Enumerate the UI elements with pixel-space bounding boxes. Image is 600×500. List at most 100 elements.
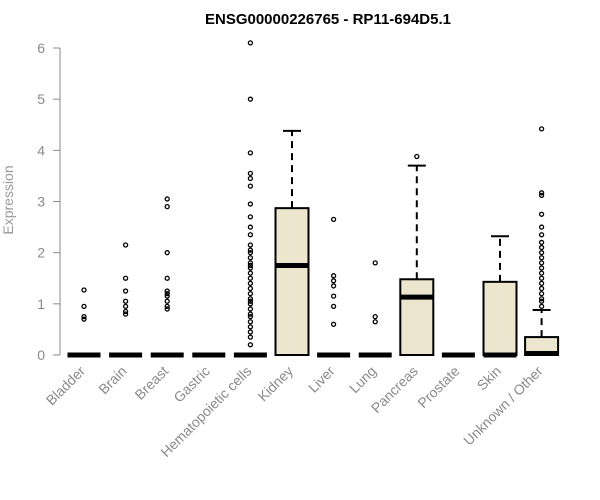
box-group (150, 196, 184, 358)
x-tick-label: Prostate (414, 363, 462, 411)
outlier-point (247, 96, 254, 102)
outlier-point (247, 280, 254, 287)
outlier-point (538, 303, 545, 310)
outlier-point (164, 275, 170, 281)
x-tick-label: Kidney (255, 363, 297, 405)
outlier-point (247, 247, 254, 253)
outlier-point (164, 250, 170, 256)
outlier-point (538, 270, 545, 276)
box (274, 207, 310, 356)
outlier-point (247, 232, 254, 238)
box-group (358, 260, 392, 358)
outlier-point (330, 278, 337, 284)
chart-title: ENSG00000226765 - RP11-694D5.1 (205, 11, 451, 28)
outlier-point (538, 260, 545, 266)
box-group (524, 126, 560, 357)
outlier-point (247, 329, 254, 335)
outlier-point (538, 280, 545, 287)
outlier-point (538, 192, 545, 199)
outlier-point (247, 285, 254, 292)
outlier-point (372, 319, 378, 325)
outlier-point (247, 311, 254, 317)
y-axis-label: Expression (0, 165, 16, 234)
outlier-point (164, 288, 170, 294)
outlier-point (247, 262, 254, 269)
outlier-point (247, 265, 254, 271)
outlier-point (247, 242, 254, 248)
outlier-point (164, 196, 170, 202)
outlier-point (247, 250, 254, 256)
outlier-point (247, 319, 254, 325)
outlier-point (122, 298, 129, 304)
outlier-point (122, 242, 129, 248)
outlier-point (247, 306, 254, 312)
x-tick-label: Liver (305, 363, 338, 396)
outlier-point (122, 303, 129, 310)
outlier-point (164, 290, 170, 297)
outlier-point (247, 290, 254, 297)
outlier-point (538, 224, 545, 230)
outlier-point (247, 201, 254, 207)
outlier-point (538, 275, 545, 281)
y-tick-label: 5 (37, 91, 45, 107)
outlier-point (538, 250, 545, 256)
outlier-point (330, 283, 337, 289)
outlier-point (247, 296, 254, 302)
outlier-point (538, 244, 545, 251)
outlier-point (330, 303, 337, 310)
outlier-point (247, 214, 254, 220)
boxes (67, 40, 560, 358)
outlier-point (330, 216, 337, 223)
y-tick-label: 2 (37, 245, 45, 261)
box (482, 280, 518, 356)
box-group (317, 216, 351, 358)
outlier-point (414, 153, 420, 160)
outlier-point (247, 301, 254, 307)
outlier-point (330, 293, 337, 299)
outlier-point (330, 321, 337, 327)
outlier-point (247, 324, 254, 330)
outlier-point (122, 311, 129, 317)
outlier-point (247, 224, 254, 230)
outlier-point (164, 293, 170, 299)
outlier-point (247, 183, 254, 189)
outlier-point (247, 255, 254, 261)
outlier-point (122, 288, 129, 294)
outlier-point (247, 175, 254, 182)
outlier-point (247, 298, 254, 304)
outlier-point (372, 313, 378, 320)
y-tick-label: 0 (37, 347, 45, 363)
outlier-point (247, 170, 254, 177)
outlier-point (247, 313, 254, 320)
outlier-point (247, 40, 254, 46)
x-tick-label: Unknown / Other (460, 363, 546, 449)
outlier-point (538, 298, 545, 304)
x-tick-label: Skin (474, 363, 505, 394)
outlier-point (538, 239, 545, 246)
y-tick-label: 1 (37, 296, 45, 312)
y-axis: 0 1 2 3 4 5 6 (37, 40, 61, 363)
outlier-point (122, 308, 129, 315)
box-group (233, 40, 267, 358)
box (399, 278, 435, 357)
box-group (482, 235, 518, 358)
outlier-point (538, 211, 545, 217)
box-group (109, 242, 143, 358)
outlier-point (538, 296, 545, 302)
outlier-point (81, 287, 87, 293)
x-tick-label: Brain (95, 363, 129, 397)
outlier-point (538, 126, 545, 132)
outlier-point (81, 313, 87, 320)
outlier-point (538, 232, 545, 238)
outlier-point (538, 190, 545, 196)
box-group (67, 287, 101, 358)
outlier-point (164, 306, 170, 312)
x-tick-label: Breast (131, 363, 171, 403)
outlier-point (247, 342, 254, 348)
outlier-point (164, 303, 170, 310)
outlier-point (247, 334, 254, 340)
box-group (274, 129, 310, 356)
outlier-point (538, 255, 545, 261)
outlier-point (330, 273, 337, 279)
